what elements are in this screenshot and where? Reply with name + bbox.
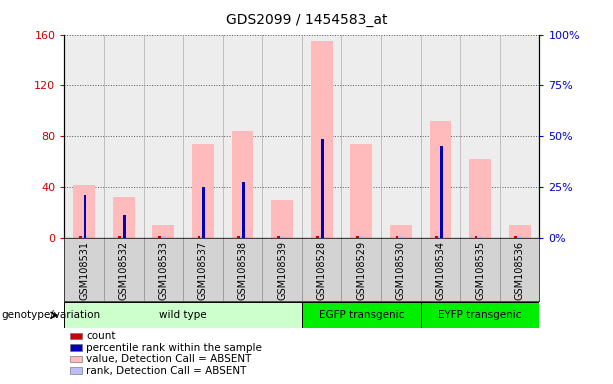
Bar	[79, 235, 82, 238]
Bar	[321, 139, 324, 238]
Bar	[517, 235, 522, 238]
Bar	[356, 235, 359, 238]
Bar	[381, 35, 421, 238]
Bar	[74, 185, 95, 238]
Bar	[83, 195, 86, 238]
Text: wild type: wild type	[159, 310, 207, 320]
Bar	[82, 235, 86, 238]
Bar	[64, 302, 302, 328]
Bar	[319, 235, 324, 238]
Bar	[359, 235, 364, 238]
Bar	[242, 182, 245, 238]
Bar	[280, 235, 284, 238]
Bar	[438, 235, 443, 238]
Bar	[514, 235, 517, 238]
Bar	[232, 131, 253, 238]
Bar	[435, 235, 438, 238]
Text: GSM108531: GSM108531	[79, 241, 89, 300]
Bar	[395, 235, 398, 238]
Text: percentile rank within the sample: percentile rank within the sample	[86, 343, 262, 353]
Bar	[311, 41, 333, 238]
Bar	[478, 235, 482, 238]
Bar	[302, 35, 341, 238]
Bar	[500, 35, 539, 238]
Text: EGFP transgenic: EGFP transgenic	[319, 310, 404, 320]
Text: GSM108529: GSM108529	[356, 241, 367, 300]
Bar	[276, 235, 280, 238]
Bar	[302, 302, 421, 328]
Text: GSM108534: GSM108534	[435, 241, 446, 300]
Bar	[143, 35, 183, 238]
Bar	[153, 225, 174, 238]
Bar	[390, 225, 412, 238]
Bar	[123, 215, 126, 238]
Bar	[240, 235, 245, 238]
Bar	[430, 121, 451, 238]
Bar	[271, 200, 293, 238]
Bar	[202, 187, 205, 238]
Bar	[341, 35, 381, 238]
Text: GSM108535: GSM108535	[475, 241, 485, 300]
Text: count: count	[86, 331, 116, 341]
Bar	[469, 159, 491, 238]
Bar	[262, 35, 302, 238]
Text: GSM108528: GSM108528	[317, 241, 327, 300]
Text: GSM108537: GSM108537	[198, 241, 208, 300]
Bar	[104, 35, 143, 238]
Bar	[421, 302, 539, 328]
Text: GDS2099 / 1454583_at: GDS2099 / 1454583_at	[226, 13, 387, 27]
Bar	[64, 35, 104, 238]
Bar	[113, 197, 135, 238]
Bar	[161, 235, 166, 238]
Text: GSM108530: GSM108530	[396, 241, 406, 300]
Bar	[316, 235, 319, 238]
Bar	[223, 35, 262, 238]
Text: genotype/variation: genotype/variation	[2, 310, 101, 320]
Text: EYFP transgenic: EYFP transgenic	[438, 310, 522, 320]
Text: GSM108533: GSM108533	[158, 241, 169, 300]
Bar	[460, 35, 500, 238]
Bar	[158, 235, 161, 238]
Bar	[440, 147, 443, 238]
Bar	[121, 235, 126, 238]
Bar	[183, 35, 223, 238]
Bar	[509, 225, 530, 238]
Text: GSM108536: GSM108536	[515, 241, 525, 300]
Text: GSM108539: GSM108539	[277, 241, 287, 300]
Text: rank, Detection Call = ABSENT: rank, Detection Call = ABSENT	[86, 366, 247, 376]
Bar	[421, 35, 460, 238]
Bar	[197, 235, 200, 238]
Bar	[474, 235, 478, 238]
Bar	[192, 144, 214, 238]
Bar	[351, 144, 372, 238]
Text: GSM108532: GSM108532	[119, 241, 129, 300]
Bar	[398, 235, 403, 238]
Text: GSM108538: GSM108538	[237, 241, 248, 300]
Bar	[118, 235, 121, 238]
Bar	[200, 235, 205, 238]
Bar	[237, 235, 240, 238]
Text: value, Detection Call = ABSENT: value, Detection Call = ABSENT	[86, 354, 252, 364]
